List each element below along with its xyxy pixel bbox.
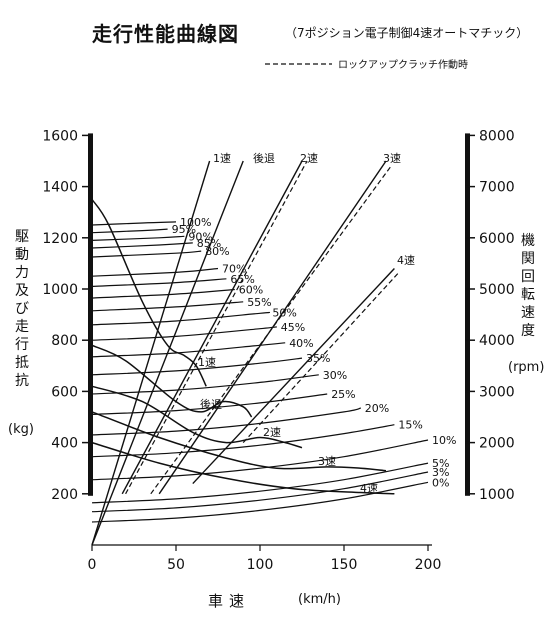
x-axis-tick-label: 150 <box>331 557 358 573</box>
x-axis-tick-label: 50 <box>167 557 185 573</box>
gear-label-top: 1速 <box>213 152 231 165</box>
engine-speed-line <box>192 268 395 485</box>
resistance-grade-label: 70% <box>222 263 246 276</box>
gear-label-curve: 後退 <box>200 397 222 411</box>
right-axis-tick-label: 3000 <box>479 384 515 400</box>
resistance-grade-label: 55% <box>247 296 271 309</box>
right-axis-tick-label: 5000 <box>479 282 515 298</box>
resistance-grade-label: 0% <box>432 476 449 489</box>
resistance-curve <box>91 424 395 458</box>
resistance-curve <box>91 242 193 249</box>
left-axis-tick-label: 1400 <box>42 180 78 196</box>
resistance-grade-label: 20% <box>365 402 389 415</box>
right-axis-title: 機関回転速度 <box>521 233 535 339</box>
right-axis-bar <box>465 133 470 496</box>
drive-force-curve <box>91 441 395 495</box>
gear-label-curve: 1速 <box>198 356 216 369</box>
gear-label-4th: 4速 <box>397 254 415 267</box>
engine-speed-line <box>91 160 211 546</box>
resistance-curve <box>91 311 271 326</box>
resistance-curve <box>91 221 177 226</box>
legend-label: ロックアップクラッチ作動時 <box>338 58 468 71</box>
resistance-curve <box>91 235 185 241</box>
left-axis-tick-label: 1600 <box>42 128 78 144</box>
resistance-curve <box>91 342 286 358</box>
left-axis-tick-label: 1000 <box>42 282 78 298</box>
resistance-grade-label: 50% <box>272 307 296 320</box>
resistance-curve <box>91 228 168 234</box>
right-axis-unit: (rpm) <box>508 360 545 375</box>
left-axis-tick-label: 200 <box>51 487 78 503</box>
left-axis-tick-label: 800 <box>51 333 78 349</box>
engine-speed-line <box>121 160 303 495</box>
page-subtitle: （7ポジション電子制御4速オートマチック） <box>285 26 529 40</box>
resistance-grade-label: 45% <box>281 321 305 334</box>
right-axis-tick-label: 1000 <box>479 487 515 503</box>
lockup-line <box>125 160 308 495</box>
x-axis-tick-label: 200 <box>415 557 442 573</box>
resistance-grade-label: 25% <box>331 388 355 401</box>
resistance-grade-label: 3% <box>432 466 449 479</box>
gear-label-top: 後退 <box>253 151 275 165</box>
resistance-grade-label: 30% <box>323 369 347 382</box>
x-axis-unit: (km/h) <box>298 592 341 607</box>
lockup-line <box>242 273 399 444</box>
resistance-grade-label: 85% <box>197 237 221 250</box>
right-axis-tick-label: 2000 <box>479 436 515 452</box>
left-axis-title: 駆動力及び走行抵抗 <box>15 229 29 389</box>
resistance-curve <box>91 357 303 376</box>
lockup-line <box>150 165 392 495</box>
resistance-curve <box>91 250 202 258</box>
engine-speed-line <box>158 160 387 495</box>
engine-speed-line <box>91 160 244 546</box>
left-axis-unit: (kg) <box>8 422 34 437</box>
resistance-grade-label: 100% <box>180 216 211 229</box>
gear-label-curve: 3速 <box>318 455 336 468</box>
page-title: 走行性能曲線図 <box>92 22 239 46</box>
left-axis-tick-label: 400 <box>51 436 78 452</box>
right-axis-tick-label: 8000 <box>479 128 515 144</box>
resistance-curve <box>91 374 319 395</box>
plot-area <box>92 50 465 545</box>
resistance-curve <box>91 288 235 299</box>
gear-label-top: 2速 <box>300 152 318 165</box>
resistance-curve <box>91 278 227 287</box>
resistance-grade-label: 10% <box>432 434 456 447</box>
resistance-curve <box>91 439 429 481</box>
gear-label-top: 3速 <box>383 152 401 165</box>
resistance-curve <box>91 301 244 312</box>
gear-label-curve: 2速 <box>263 426 281 439</box>
x-axis-tick-label: 100 <box>247 557 274 573</box>
left-axis-tick-label: 600 <box>51 384 78 400</box>
resistance-grade-label: 15% <box>398 419 422 432</box>
right-axis-tick-label: 6000 <box>479 231 515 247</box>
resistance-grade-label: 80% <box>205 245 229 258</box>
drive-force-curve <box>91 385 303 449</box>
x-axis-title: 車速 <box>208 592 251 610</box>
resistance-grade-label: 60% <box>239 284 263 297</box>
resistance-grade-label: 5% <box>432 457 449 470</box>
resistance-grade-label: 40% <box>289 337 313 350</box>
drive-force-curve <box>91 411 387 472</box>
gear-label-curve: 4速 <box>360 482 378 495</box>
resistance-grade-label: 90% <box>188 230 212 243</box>
right-axis-tick-label: 7000 <box>479 180 515 196</box>
drive-force-curve <box>91 198 207 387</box>
resistance-curve <box>91 462 429 504</box>
left-axis-bar <box>88 133 93 496</box>
x-axis-tick-label: 0 <box>88 557 97 573</box>
drive-force-curve <box>91 344 253 418</box>
right-axis-tick-label: 4000 <box>479 333 515 349</box>
resistance-curve <box>91 471 429 513</box>
left-axis-tick-label: 1200 <box>42 231 78 247</box>
